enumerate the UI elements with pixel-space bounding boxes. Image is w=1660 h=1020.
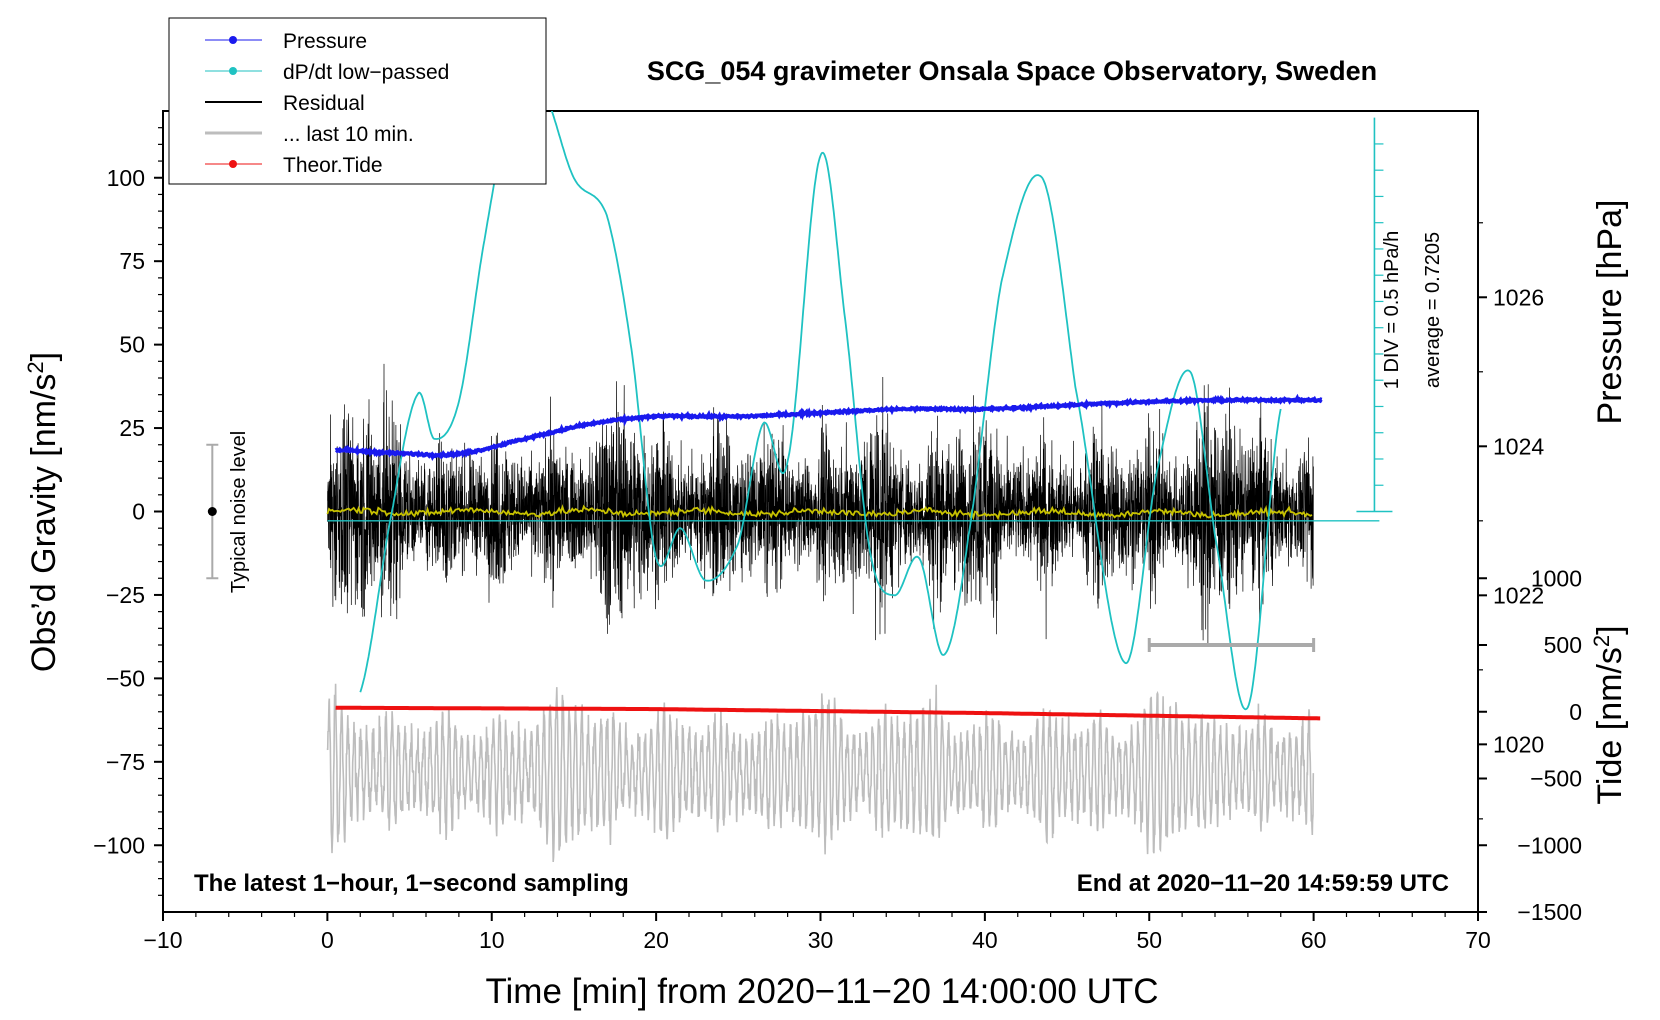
x-tick-label: 30	[808, 927, 834, 953]
legend-item-pressure: Pressure	[205, 30, 367, 53]
noise-bar-center	[207, 507, 217, 516]
tide-tick-label: −500	[1530, 766, 1582, 792]
axes-layer: −10 0 10 20 30 40 50 60 701007550250−25−50−75−10…	[93, 127, 1582, 953]
dpdt-div-label: 1 DIV = 0.5 hPa/h	[1381, 231, 1403, 389]
y-tick-label: −100	[93, 832, 145, 858]
legend-marker-tide	[229, 160, 237, 168]
pressure-line	[334, 393, 1323, 462]
tide-tick-label: 0	[1569, 699, 1582, 725]
x-tick-label: 0	[321, 927, 334, 953]
y-tick-label: −25	[106, 582, 145, 608]
legend-marker-dpdt	[229, 67, 237, 75]
legend-item-tide: Theor.Tide	[205, 154, 383, 177]
tide-tick-label: 1000	[1531, 565, 1582, 591]
x-tick-label: 70	[1465, 927, 1491, 953]
dpdt-scale	[1356, 117, 1393, 513]
y-axis-label-tide-end: ]	[1591, 625, 1629, 634]
y-tick-label: 0	[132, 499, 145, 525]
y-tick-label: −75	[106, 749, 145, 775]
y-tick-label: 100	[107, 165, 145, 191]
y-axis-label-pressure: Pressure [hPa]	[1591, 200, 1629, 425]
last10-line	[326, 683, 1315, 863]
pressure-tick-label: 1020	[1493, 731, 1544, 757]
x-axis-label: Time [min] from 2020−11−20 14:00:00 UTC	[485, 972, 1158, 1011]
residual-line	[327, 363, 1314, 646]
x-tick-label: 20	[643, 927, 669, 953]
x-tick-label: 10	[479, 927, 505, 953]
pressure-tick-label: 1026	[1493, 284, 1544, 310]
noise-level-label: Typical noise level	[228, 431, 250, 593]
tide-line	[335, 705, 1321, 721]
tide-tick-label: −1500	[1517, 899, 1582, 925]
chart-title: SCG_054 gravimeter Onsala Space Observat…	[647, 56, 1377, 86]
legend-label-residual: Residual	[283, 92, 365, 115]
residual-smooth-line	[326, 504, 1313, 521]
y-axis-label-left-end: ]	[25, 352, 63, 361]
legend-item-dpdt: dP/dt low−passed	[205, 61, 449, 84]
dpdt-average-label: average = 0.7205	[1422, 232, 1444, 388]
annotation-latest-hour: The latest 1−hour, 1−second sampling	[194, 870, 629, 897]
dpdt-line	[359, 111, 1282, 711]
y-axis-label-left-main: Obs’d Gravity [nm/s	[25, 374, 63, 673]
pressure-tick-label: 1024	[1493, 433, 1544, 459]
legend-label-dpdt: dP/dt low−passed	[283, 61, 449, 84]
y-tick-label: 50	[119, 332, 145, 358]
legend-label-pressure: Pressure	[283, 30, 367, 53]
y-tick-label: 75	[119, 248, 145, 274]
x-tick-label: 60	[1301, 927, 1327, 953]
pressure-tick-label: 1022	[1493, 582, 1544, 608]
series-layer	[206, 111, 1380, 863]
legend: Pressure dP/dt low−passed Residual ... l…	[168, 17, 547, 185]
y-axis-label-left-sup: 2	[23, 361, 48, 373]
y-axis-label-tide-main: Tide [nm/s	[1591, 647, 1629, 804]
legend-item-residual: Residual	[205, 92, 365, 115]
legend-marker-pressure	[229, 36, 237, 44]
x-tick-label: −10	[143, 927, 182, 953]
legend-label-last10: ... last 10 min.	[283, 123, 414, 146]
x-tick-label: 50	[1136, 927, 1162, 953]
legend-item-last10: ... last 10 min.	[205, 123, 414, 146]
y-axis-label-tide-sup: 2	[1589, 635, 1614, 647]
x-tick-label: 40	[972, 927, 998, 953]
legend-label-tide: Theor.Tide	[283, 154, 383, 177]
y-tick-label: 25	[119, 415, 145, 441]
tide-tick-label: −1000	[1517, 832, 1582, 858]
y-tick-label: −50	[106, 665, 145, 691]
tide-tick-label: 500	[1544, 632, 1582, 658]
y-axis-label-tide: Tide [nm/s2]	[1589, 625, 1629, 804]
annotation-end-time: End at 2020−11−20 14:59:59 UTC	[1077, 870, 1449, 897]
y-axis-label-left: Obs’d Gravity [nm/s2]	[23, 352, 63, 672]
